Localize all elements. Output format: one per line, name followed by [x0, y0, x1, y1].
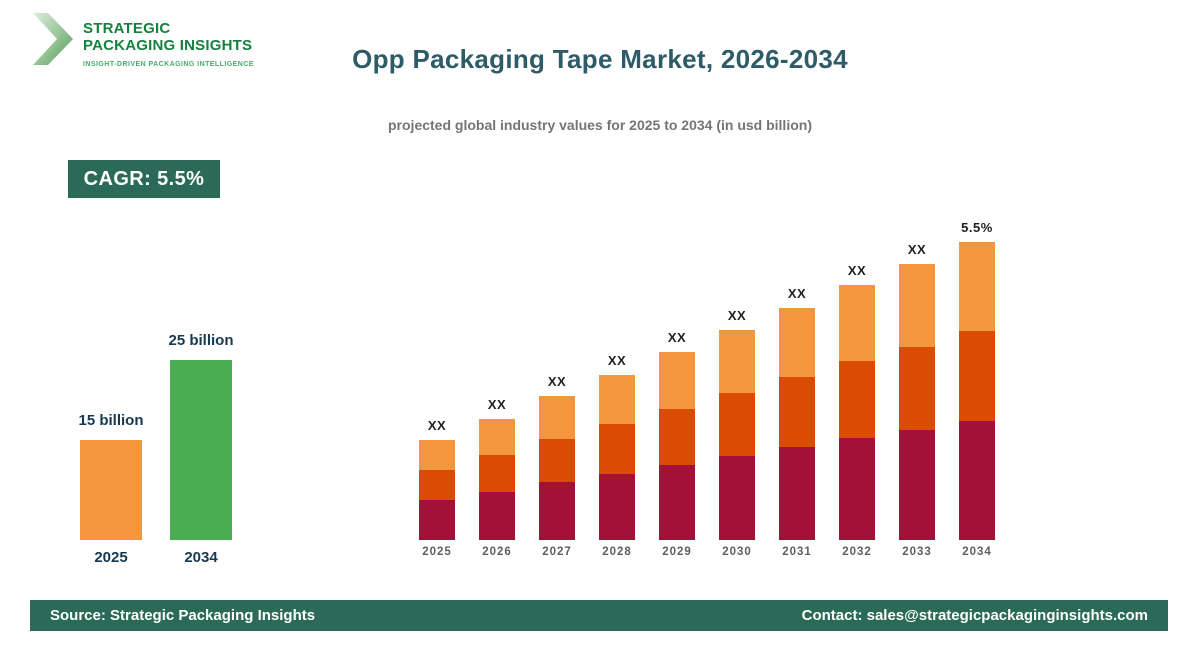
stacked-bar-column-2025: XX 2025 [419, 200, 455, 560]
bottom-segment-2033 [899, 430, 935, 540]
bottom-segment-2034 [959, 421, 995, 540]
stacked-bar-top-label: XX [427, 418, 447, 433]
middle-segment-2031 [779, 377, 815, 447]
bottom-segment-2030 [719, 456, 755, 540]
stacked-year-label: 2032 [842, 546, 872, 558]
top-segment-2025 [419, 440, 455, 470]
middle-segment-2028 [599, 424, 635, 474]
brand-text: STRATEGIC PACKAGING INSIGHTS INSIGHT-DRI… [83, 12, 254, 68]
stacked-bar-top-label: XX [727, 308, 747, 323]
middle-segment-2030 [719, 393, 755, 456]
top-segment-2030 [719, 330, 755, 393]
stacked-year-label: 2028 [602, 546, 632, 558]
bottom-segment-2026 [479, 492, 515, 540]
bottom-segment-2028 [599, 474, 635, 540]
stacked-year-label: 2027 [542, 546, 572, 558]
mini-bar-2034 [170, 360, 232, 540]
bottom-segment-2025 [419, 500, 455, 540]
top-segment-2029 [659, 352, 695, 409]
mini-chart-column-2025: 15 billion 2025 [78, 315, 144, 566]
middle-segment-2025 [419, 470, 455, 500]
footer-contact: Contact: sales@strategicpackaginginsight… [801, 607, 1148, 624]
brand-tagline: INSIGHT-DRIVEN PACKAGING INTELLIGENCE [83, 61, 254, 68]
footer-source: Source: Strategic Packaging Insights [50, 607, 316, 624]
stacked-year-label: 2030 [722, 546, 752, 558]
stacked-bar-top-label: XX [487, 397, 507, 412]
brand-name-line1: STRATEGIC [83, 20, 171, 37]
stacked-bar-top-label: XX [667, 330, 687, 345]
mini-chart-column-2034: 25 billion 2034 [168, 315, 234, 566]
middle-segment-2033 [899, 347, 935, 430]
stacked-bar-column-2031: XX 2031 [779, 200, 815, 560]
middle-segment-2027 [539, 439, 575, 482]
stacked-bar-top-label: XX [847, 263, 867, 278]
top-segment-2028 [599, 375, 635, 424]
bottom-segment-2029 [659, 465, 695, 540]
top-segment-2034 [959, 242, 995, 331]
stacked-bar-column-2029: XX 2029 [659, 200, 695, 560]
top-segment-2026 [479, 419, 515, 455]
stacked-bar-top-label: XX [547, 374, 567, 389]
mini-chart: 15 billion 2025 25 billion 2034 [78, 315, 234, 566]
brand-logo: STRATEGIC PACKAGING INSIGHTS INSIGHT-DRI… [32, 12, 254, 68]
middle-segment-2026 [479, 455, 515, 492]
middle-segment-2029 [659, 409, 695, 465]
brand-name-line2: PACKAGING INSIGHTS [83, 36, 253, 54]
middle-segment-2032 [839, 361, 875, 438]
stacked-year-label: 2033 [902, 546, 932, 558]
mini-year-label: 2025 [94, 549, 128, 566]
stacked-bar-column-2034: 5.5% 2034 [959, 200, 995, 560]
stacked-bar-top-label: XX [607, 353, 627, 368]
bottom-segment-2031 [779, 447, 815, 540]
stacked-bar-column-2026: XX 2026 [479, 200, 515, 560]
page-subtitle: projected global industry values for 202… [388, 117, 812, 133]
stacked-year-label: 2029 [662, 546, 692, 558]
cagr-badge: CAGR: 5.5% [68, 160, 220, 198]
mini-bar-value-label: 15 billion [78, 412, 144, 429]
stacked-year-label: 2026 [482, 546, 512, 558]
bottom-segment-2032 [839, 438, 875, 540]
top-segment-2031 [779, 308, 815, 377]
stacked-year-label: 2031 [782, 546, 812, 558]
stacked-bar-top-label: 5.5% [961, 220, 993, 235]
stacked-bar-column-2027: XX 2027 [539, 200, 575, 560]
stacked-chart: XX 2025 XX 2026 XX 2027 XX 2028 XX 2029 XX 2030 XX 20… [419, 200, 995, 560]
top-segment-2033 [899, 264, 935, 347]
stacked-bar-top-label: XX [787, 286, 807, 301]
bottom-segment-2027 [539, 482, 575, 540]
stacked-bar-column-2028: XX 2028 [599, 200, 635, 560]
mini-year-label: 2034 [184, 549, 218, 566]
middle-segment-2034 [959, 331, 995, 421]
mini-bar-value-label: 25 billion [168, 332, 234, 349]
stacked-bar-column-2033: XX 2033 [899, 200, 935, 560]
stacked-bar-top-label: XX [907, 242, 927, 257]
top-segment-2032 [839, 285, 875, 361]
stacked-bar-column-2032: XX 2032 [839, 200, 875, 560]
stacked-year-label: 2034 [962, 546, 992, 558]
footer-bar: Source: Strategic Packaging Insights Con… [30, 600, 1168, 631]
mini-bar-2025 [80, 440, 142, 540]
chevron-logo-icon [32, 12, 74, 66]
page-title: Opp Packaging Tape Market, 2026-2034 [352, 44, 848, 74]
top-segment-2027 [539, 396, 575, 439]
stacked-year-label: 2025 [422, 546, 452, 558]
stacked-bar-column-2030: XX 2030 [719, 200, 755, 560]
